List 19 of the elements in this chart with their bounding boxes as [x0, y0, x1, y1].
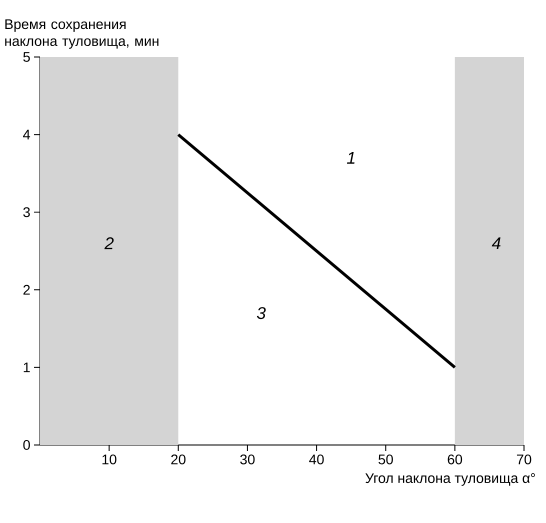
x-tick-label: 60	[448, 454, 462, 464]
y-tick-label: 2	[23, 284, 30, 295]
x-axis-title: Угол наклона туловища α°	[365, 473, 535, 486]
x-tick-label: 40	[309, 454, 324, 464]
y-tick-label: 3	[23, 207, 30, 218]
x-tick-label: 70	[516, 454, 532, 464]
y-tick-label: 0	[23, 440, 30, 450]
y-tick-label: 4	[23, 130, 30, 140]
annotation: 1	[346, 152, 354, 164]
x-tick-label: 10	[102, 454, 116, 464]
x-tick-label: 30	[240, 454, 255, 464]
x-tick-label: 20	[171, 454, 186, 464]
annotation: 2	[104, 237, 114, 250]
y-axis-title: Время сохранения наклона туловища, мин	[5, 19, 158, 49]
y-tick-label: 5	[23, 52, 30, 62]
annotation: 3	[256, 307, 266, 320]
x-tick-label: 50	[378, 454, 393, 464]
y-tick-label: 1	[24, 362, 30, 372]
annotation: 4	[492, 237, 500, 250]
